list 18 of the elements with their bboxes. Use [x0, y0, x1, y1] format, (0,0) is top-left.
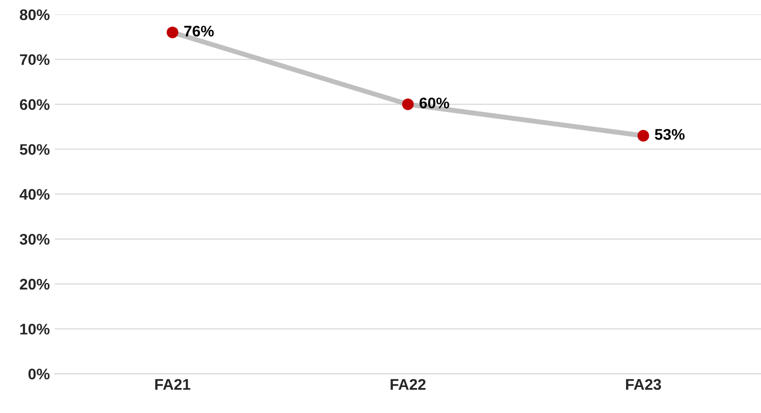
y-tick-label: 40% — [20, 188, 50, 200]
y-tick-label: 0% — [28, 368, 50, 380]
y-tick-label: 10% — [20, 324, 50, 335]
y-tick-label: 30% — [20, 234, 50, 245]
y-tick-label: 60% — [20, 99, 50, 110]
x-tick-label: FA21 — [155, 379, 190, 390]
y-tick-label: 20% — [20, 278, 50, 290]
y-tick-label: 50% — [20, 144, 50, 155]
x-tick-label: FA22 — [390, 379, 426, 390]
point — [166, 26, 178, 38]
x-tick-label: FA23 — [626, 379, 662, 390]
point — [402, 98, 414, 110]
point — [637, 130, 650, 142]
data-label: 53% — [654, 129, 685, 140]
y-tick-label: 70% — [20, 54, 50, 66]
y-tick-label: 80% — [20, 9, 50, 20]
data-label: 60% — [420, 98, 450, 108]
data-label: 76% — [184, 26, 214, 37]
